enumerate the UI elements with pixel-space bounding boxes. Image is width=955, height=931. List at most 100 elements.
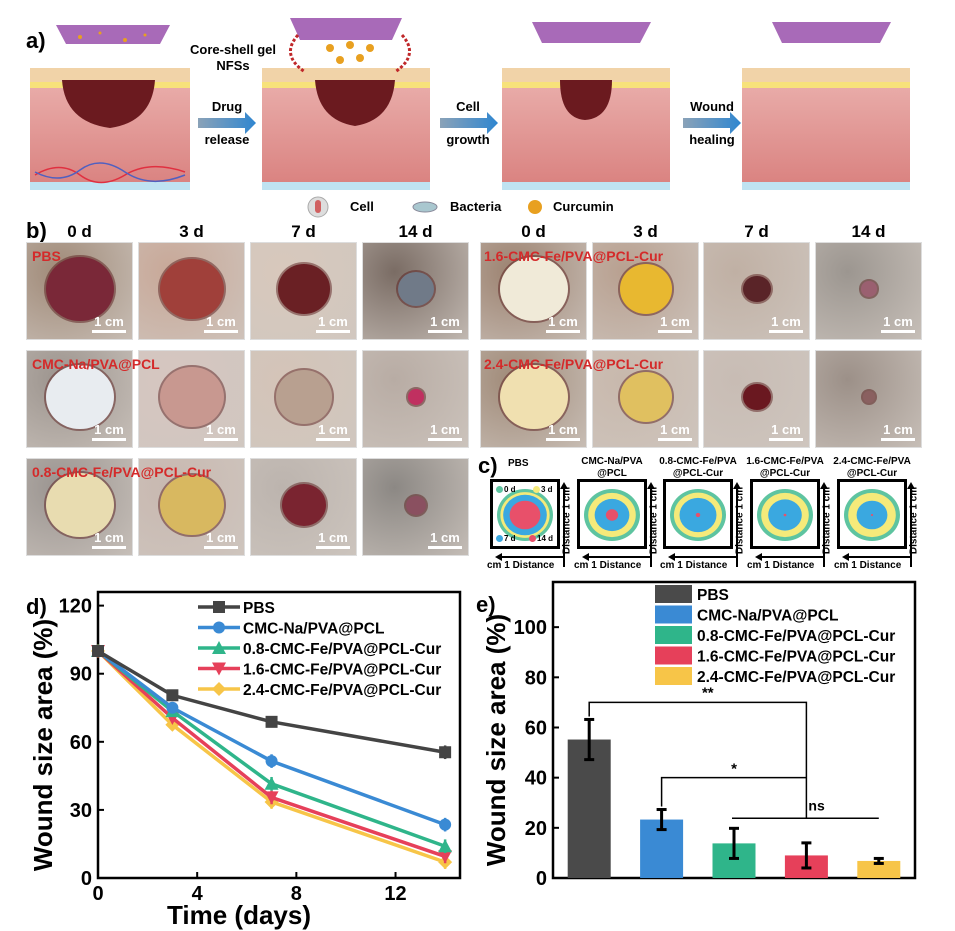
scale-bar-label: 1 cm (771, 314, 801, 329)
wound-photo-right-group1-day0: 1 cm (480, 350, 587, 448)
trace-title-line1: 1.6-CMC-Fe/PVA (746, 456, 824, 467)
wound-photo-right-group0-day1: 1 cm (592, 242, 699, 340)
legend-swatch (655, 585, 692, 603)
legend-label: PBS (243, 600, 275, 617)
y-tick-label-0: 0 (536, 868, 547, 890)
cell-icon (307, 196, 329, 218)
legend-swatch (655, 646, 692, 665)
scale-bar-label: 1 cm (206, 422, 236, 437)
legend-item-3: 1.6-CMC-Fe/PVA@PCL-Cur (655, 646, 895, 666)
distance-y-label: Distance 1 cm (908, 486, 920, 555)
skin-block-4 (742, 68, 910, 190)
panel-c-label: c) (478, 453, 498, 478)
group-label-left-2: 0.8-CMC-Fe/PVA@PCL-Cur (32, 464, 212, 480)
data-point-marker (265, 715, 278, 728)
scale-bar-label: 1 cm (318, 422, 348, 437)
data-point-marker (264, 791, 279, 805)
day-header-left-1: 3 d (179, 222, 204, 241)
scale-bar: 1 cm (316, 422, 350, 441)
legend-item-0: PBS (198, 600, 275, 617)
data-point-marker (92, 645, 104, 658)
scale-bar-label: 1 cm (660, 314, 690, 329)
bacteria-icon (412, 201, 438, 213)
nanofiber-membrane-3 (532, 22, 651, 43)
x-tick-label-12: 12 (384, 883, 406, 905)
wound-photo-left-group1-day2: 1 cm (250, 350, 357, 448)
significance-bracket-star (660, 776, 807, 807)
legend-label: 0.8-CMC-Fe/PVA@PCL-Cur (697, 628, 895, 645)
curcumin-icon (528, 200, 542, 214)
wound-area (408, 389, 424, 405)
group-label-right-0: 1.6-CMC-Fe/PVA@PCL-Cur (484, 248, 664, 264)
significance-bracket-double-star (588, 701, 808, 819)
x-tick-label-8: 8 (291, 883, 302, 905)
legend-curcumin-label: Curcumin (553, 199, 614, 214)
legend-item-4: 2.4-CMC-Fe/PVA@PCL-Cur (198, 682, 441, 699)
y-tick-label-120: 120 (59, 596, 92, 618)
data-point-marker (265, 755, 278, 768)
legend-label: 2.4-CMC-Fe/PVA@PCL-Cur (243, 682, 441, 699)
trace-legend-3: 14 d (529, 534, 553, 543)
scale-bar-line (428, 330, 462, 333)
distance-y-label: Distance 1 cm (561, 486, 573, 555)
scale-bar-label: 1 cm (883, 422, 913, 437)
arrow-label-growth: growth (446, 132, 490, 147)
scale-bar-label: 1 cm (430, 314, 460, 329)
distance-x-label: cm 1 Distance (660, 560, 728, 571)
data-point-marker (166, 701, 179, 714)
wound-photo-left-group0-day2: 1 cm (250, 242, 357, 340)
bar-0 (567, 739, 611, 878)
day-header-left-0: 0 d (67, 222, 92, 241)
distance-y-label: Distance 1 cm (734, 486, 746, 555)
distance-axis-arrows-icon (495, 482, 568, 567)
wound-photo-right-group0-day3: 1 cm (815, 242, 922, 340)
wound-photo-left-group1-day0: 1 cm (26, 350, 133, 448)
distance-x-label: cm 1 Distance (574, 560, 642, 571)
scale-bar: 1 cm (92, 530, 126, 549)
trace-14d-outline (870, 513, 874, 517)
distance-y-label: Distance 1 cm (821, 486, 833, 555)
day-header-right-2: 7 d (744, 222, 769, 241)
scale-bar: 1 cm (428, 314, 462, 333)
arrow-label-release: release (204, 132, 250, 147)
scale-bar-label: 1 cm (660, 422, 690, 437)
day-header-right-1: 3 d (633, 222, 658, 241)
wound-photo-left-group2-day1: 1 cm (138, 458, 245, 556)
trace-legend-1: 3 d (533, 485, 553, 494)
legend-label: CMC-Na/PVA@PCL (697, 608, 838, 625)
legend-dot-icon (529, 535, 536, 543)
wound-area (743, 275, 771, 303)
distance-x-label: cm 1 Distance (487, 560, 555, 571)
drug-release-arrow (198, 112, 256, 134)
scale-bar: 1 cm (658, 314, 692, 333)
trace-14d-outline (783, 513, 787, 517)
series-line (96, 649, 446, 864)
y-tick-label-20: 20 (525, 818, 547, 840)
y-tick-label-100: 100 (514, 617, 547, 639)
scale-bar: 1 cm (658, 422, 692, 441)
distance-axis-arrows-icon (755, 482, 828, 567)
trace-title-line1: 0.8-CMC-Fe/PVA (659, 456, 737, 467)
scale-bar: 1 cm (204, 314, 238, 333)
data-point-marker (213, 621, 225, 634)
day-header-left-3: 14 d (398, 222, 433, 241)
legend-dot-icon (533, 486, 540, 494)
wound-trace-box-2 (663, 479, 733, 549)
error-bar-4 (873, 856, 884, 865)
legend-dot-icon (496, 486, 503, 494)
trace-title-3: 1.6-CMC-Fe/PVA @PCL-Cur (735, 456, 835, 480)
y-tick-label-0: 0 (81, 868, 92, 890)
trace-title-0: PBS (508, 458, 548, 470)
wound-trace-box-4 (837, 479, 907, 549)
y-axis-label: Wound size area (%) (481, 614, 511, 866)
legend-label: 3 d (541, 485, 553, 494)
wound-trace-box-0: 0 d 3 d 7 d 14 d (490, 479, 560, 549)
y-tick-label-60: 60 (525, 717, 547, 739)
scale-bar-label: 1 cm (883, 314, 913, 329)
scale-bar-label: 1 cm (94, 314, 124, 329)
scale-bar-line (546, 438, 580, 441)
legend-label: 0 d (504, 485, 516, 494)
panel-d-label: d) (26, 594, 47, 619)
wound-photo-left-group1-day1: 1 cm (138, 350, 245, 448)
day-header-right-0: 0 d (521, 222, 546, 241)
